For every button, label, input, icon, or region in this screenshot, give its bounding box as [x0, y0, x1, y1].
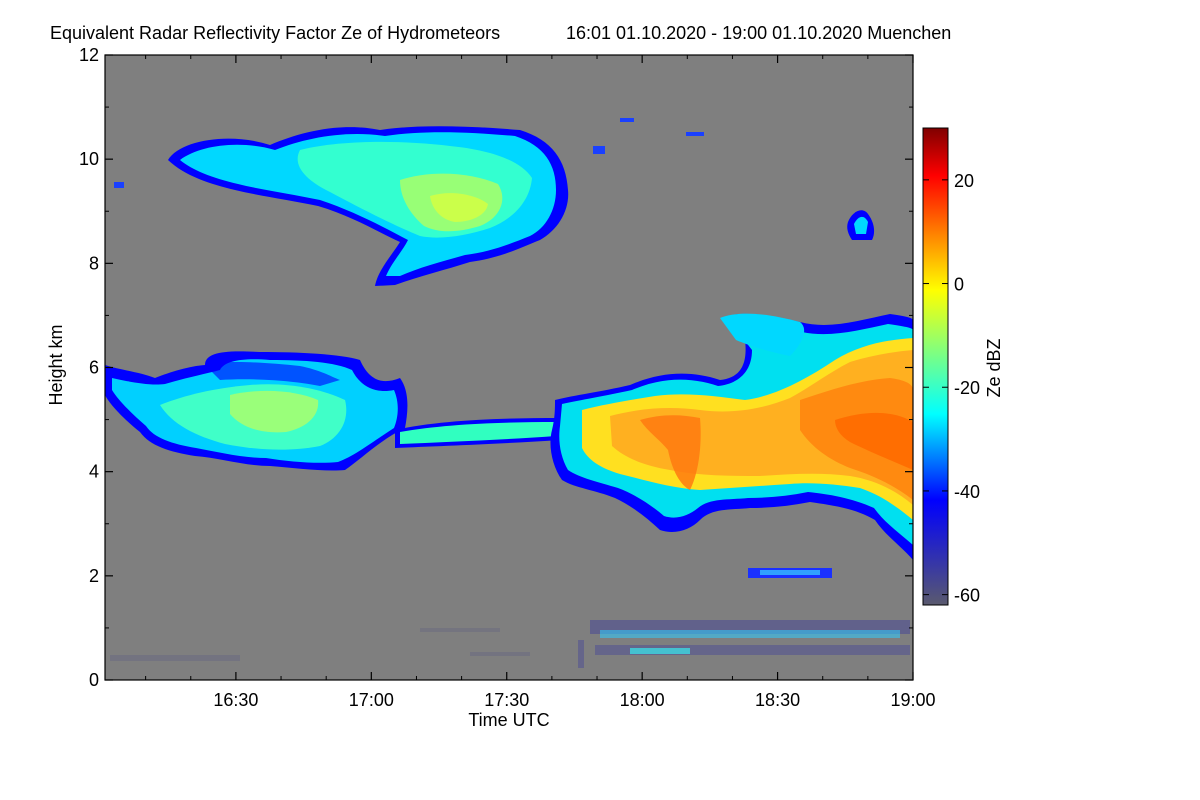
colorbar-tick-label: -60: [954, 586, 980, 606]
colorbar: [922, 127, 949, 606]
y-tick-label: 2: [89, 566, 99, 586]
colorbar-tick-label: 20: [954, 171, 974, 191]
x-tick-label: 16:30: [213, 690, 258, 710]
colorbar-tick-label: 0: [954, 275, 964, 295]
colorbar-tick-label: -20: [954, 378, 980, 398]
chart-title: Equivalent Radar Reflectivity Factor Ze …: [50, 23, 500, 43]
x-axis-label: Time UTC: [468, 710, 549, 730]
x-tick-label: 18:30: [755, 690, 800, 710]
colorbar-tick-label: -40: [954, 482, 980, 502]
x-axis-ticks: 16:30 17:00 17:30 18:00 18:30 19:00: [145, 55, 936, 710]
y-tick-label: 10: [79, 149, 99, 169]
cirrus-layer: [114, 118, 875, 286]
y-tick-label: 12: [79, 45, 99, 65]
y-tick-label: 8: [89, 253, 99, 273]
colorbar-label: Ze dBZ: [984, 338, 1004, 397]
x-tick-label: 18:00: [620, 690, 665, 710]
main-cloud: [550, 313, 913, 560]
y-axis-label: Height km: [46, 324, 66, 405]
x-tick-label: 19:00: [890, 690, 935, 710]
y-tick-label: 6: [89, 358, 99, 378]
thin-band: [395, 418, 560, 448]
low-returns: [110, 568, 910, 668]
y-tick-label: 4: [89, 462, 99, 482]
y-axis-ticks: 0 2 4 6 8 10 12: [79, 45, 913, 690]
colorbar-ticks: 20 0 -20 -40 -60: [923, 171, 980, 606]
x-tick-label: 17:30: [484, 690, 529, 710]
mid-layer: [105, 351, 408, 471]
x-tick-label: 17:00: [349, 690, 394, 710]
chart-subtitle: 16:01 01.10.2020 - 19:00 01.10.2020 Muen…: [566, 23, 951, 43]
y-tick-label: 0: [89, 670, 99, 690]
echo-layer: [105, 118, 913, 668]
